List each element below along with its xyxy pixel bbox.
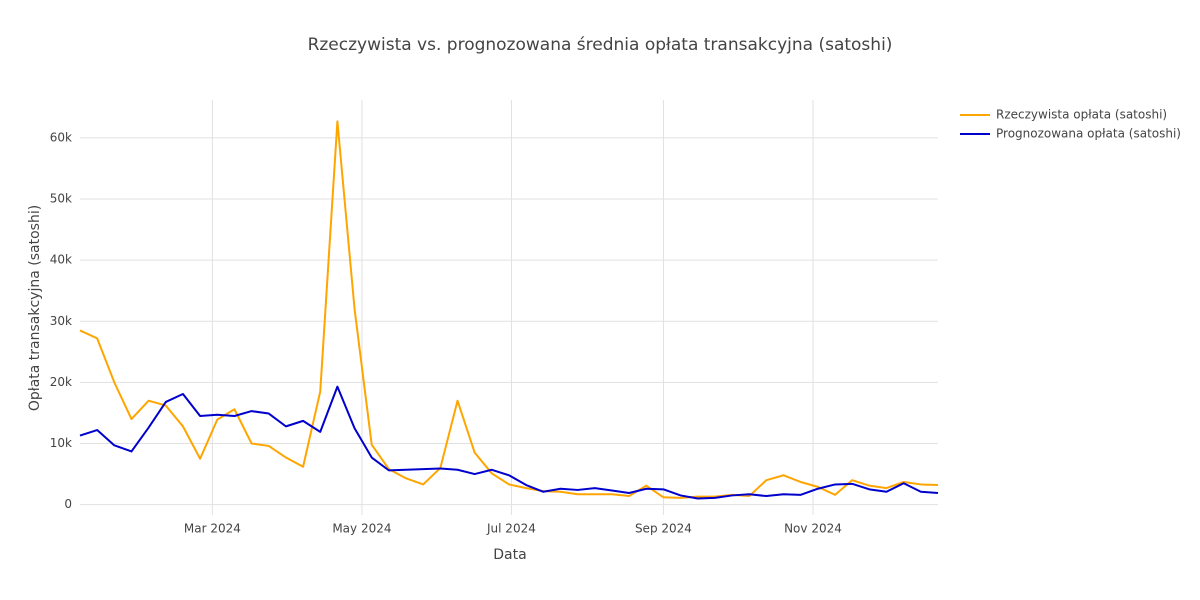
legend-label: Prognozowana opłata (satoshi) bbox=[996, 127, 1181, 141]
x-axis-title: Data bbox=[493, 547, 526, 563]
chart-title: Rzeczywista vs. prognozowana średnia opł… bbox=[308, 35, 893, 55]
x-tick-label: Sep 2024 bbox=[635, 522, 692, 536]
y-tick-label: 20k bbox=[50, 375, 72, 389]
legend-label: Rzeczywista opłata (satoshi) bbox=[996, 108, 1167, 122]
line-series bbox=[79, 385, 939, 500]
y-tick-label: 40k bbox=[50, 253, 72, 267]
y-tick-label: 60k bbox=[50, 130, 72, 144]
x-tick-label: Jul 2024 bbox=[486, 522, 536, 536]
line-series bbox=[79, 120, 939, 499]
x-tick-label: Nov 2024 bbox=[784, 522, 842, 536]
y-tick-label: 50k bbox=[50, 192, 72, 206]
y-tick-label: 30k bbox=[50, 314, 72, 328]
y-tick-label: 10k bbox=[50, 436, 72, 450]
x-tick-label: Mar 2024 bbox=[184, 522, 241, 536]
y-axis-title: Opłata transakcyjna (satoshi) bbox=[27, 205, 43, 411]
y-tick-label: 0 bbox=[64, 497, 72, 511]
x-tick-label: May 2024 bbox=[332, 522, 391, 536]
